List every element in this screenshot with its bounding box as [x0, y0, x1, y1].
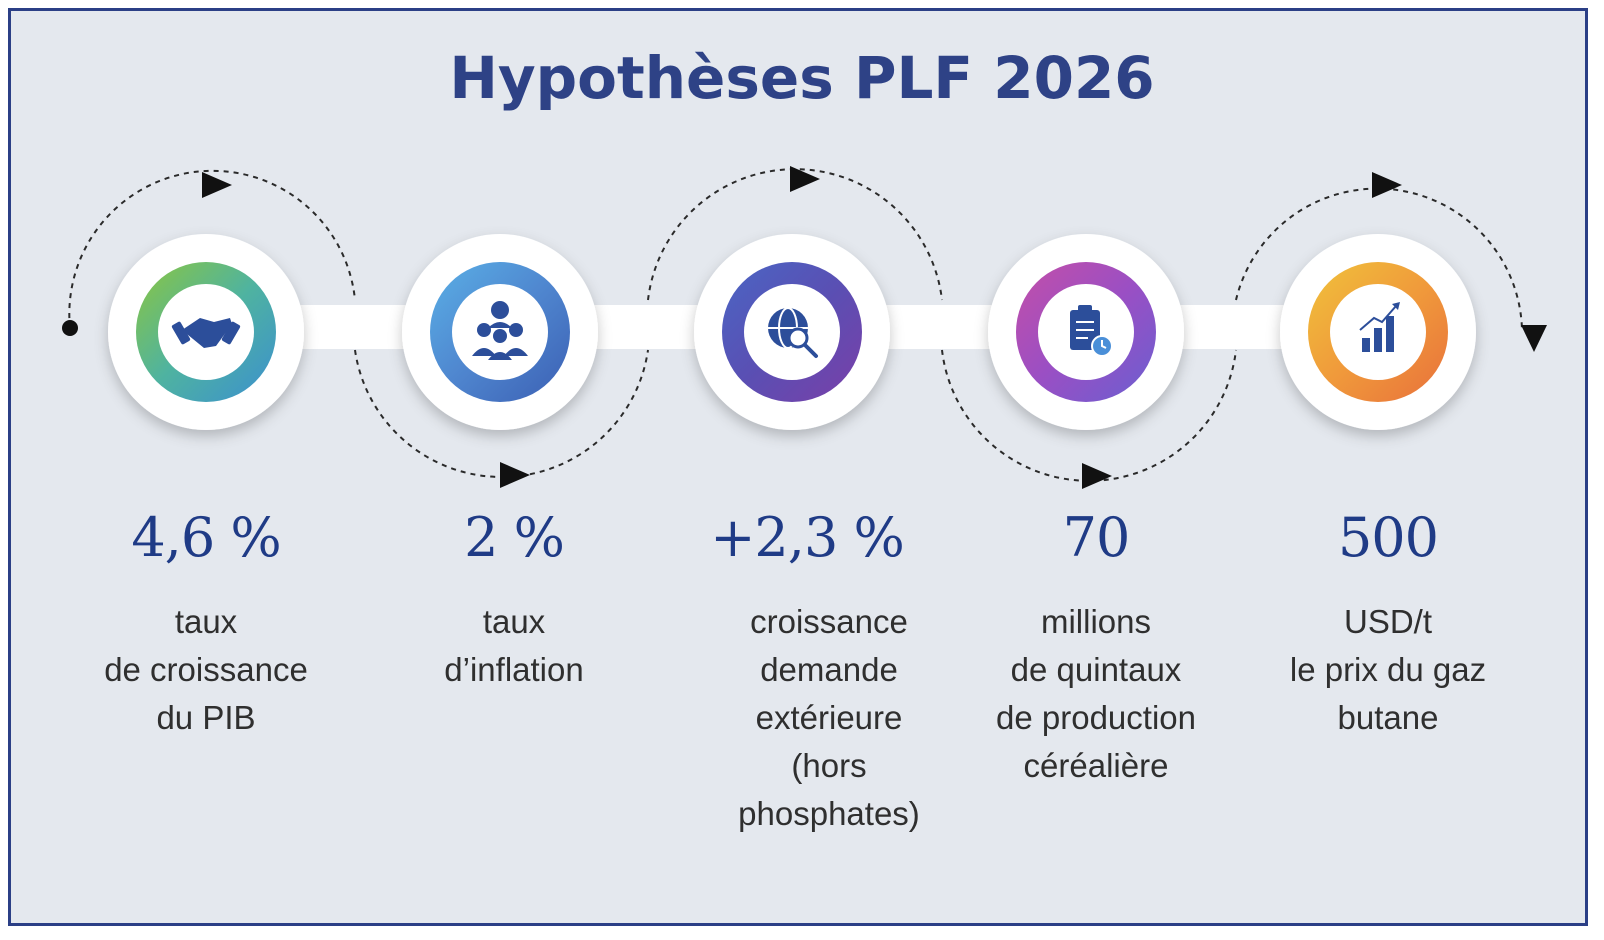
step-circle-3	[694, 234, 890, 430]
label-cereal-production: millions de quintaux de production céréa…	[946, 598, 1246, 790]
step-circle-4	[988, 234, 1184, 430]
label-line: taux	[174, 603, 238, 640]
arrow-3	[790, 166, 820, 192]
label-line: céréalière	[1023, 747, 1169, 784]
arc-5	[1235, 187, 1523, 331]
value-gdp-growth: 4,6 %	[131, 506, 281, 569]
page-title: Hypothèses PLF 2026	[449, 44, 1155, 112]
clipboard-clock-icon	[1070, 305, 1113, 357]
label-line: extérieure	[755, 699, 903, 736]
value-butane-price: 500	[1337, 506, 1439, 569]
arrow-6	[1521, 325, 1547, 352]
arrow-2	[500, 462, 530, 488]
label-line: millions	[1040, 603, 1152, 640]
arrow-5	[1372, 172, 1402, 198]
label-external-demand: croissance demande extérieure (hors phos…	[679, 598, 979, 838]
label-line: taux	[482, 603, 546, 640]
label-line: demande	[760, 651, 898, 688]
arrow-4	[1082, 463, 1112, 489]
step-circle-2	[402, 234, 598, 430]
label-line: (hors	[791, 747, 867, 784]
label-line: de quintaux	[1010, 651, 1182, 688]
label-inflation: taux d’inflation	[364, 598, 664, 694]
label-line: du PIB	[156, 699, 256, 736]
label-line: de production	[996, 699, 1196, 736]
start-dot	[62, 320, 78, 336]
step-circle-1	[108, 234, 304, 430]
arrowheads	[202, 166, 1547, 489]
handshake-icon	[171, 318, 241, 348]
team-meeting-icon	[472, 301, 528, 360]
label-line: le prix du gaz	[1289, 651, 1487, 688]
label-line: phosphates)	[738, 795, 920, 832]
infographic-frame	[8, 8, 1588, 926]
value-inflation: 2 %	[464, 506, 565, 569]
step-circle-5	[1280, 234, 1476, 430]
label-line: de croissance	[104, 651, 308, 688]
value-cereal-production: 70	[1062, 506, 1131, 569]
label-gdp-growth: taux de croissance du PIB	[56, 598, 356, 742]
label-line: USD/t	[1343, 603, 1432, 640]
label-butane-price: USD/t le prix du gaz butane	[1238, 598, 1538, 742]
globe-search-icon	[768, 307, 818, 358]
label-line: croissance	[750, 603, 908, 640]
value-external-demand: +2,3 %	[710, 506, 905, 569]
arrow-1	[202, 172, 232, 198]
label-line: d’inflation	[444, 651, 584, 688]
label-line: butane	[1337, 699, 1439, 736]
arc-1	[68, 169, 356, 329]
growth-chart-icon	[1359, 302, 1400, 352]
